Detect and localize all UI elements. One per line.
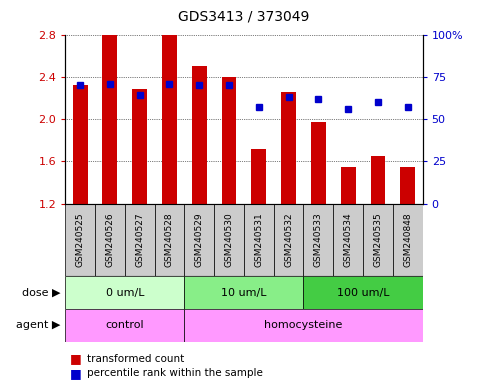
Bar — [132, 89, 147, 204]
Text: GSM240533: GSM240533 — [314, 213, 323, 267]
Bar — [333, 204, 363, 276]
Text: GSM240532: GSM240532 — [284, 213, 293, 267]
Bar — [393, 204, 423, 276]
Bar — [155, 204, 185, 276]
Bar — [65, 309, 185, 342]
Text: GSM240529: GSM240529 — [195, 213, 204, 267]
Text: GSM240526: GSM240526 — [105, 213, 114, 267]
Bar — [95, 204, 125, 276]
Bar — [222, 77, 237, 204]
Text: GSM240530: GSM240530 — [225, 213, 233, 267]
Text: homocysteine: homocysteine — [264, 320, 342, 331]
Text: dose ▶: dose ▶ — [22, 288, 60, 298]
Bar — [281, 92, 296, 204]
Bar — [363, 204, 393, 276]
Text: agent ▶: agent ▶ — [16, 320, 60, 331]
Bar — [214, 204, 244, 276]
Bar — [192, 66, 207, 204]
Text: GSM240534: GSM240534 — [344, 213, 353, 267]
Text: GSM240535: GSM240535 — [373, 213, 383, 267]
Text: percentile rank within the sample: percentile rank within the sample — [87, 368, 263, 378]
Text: GSM240531: GSM240531 — [255, 213, 263, 267]
Bar — [341, 167, 355, 204]
Bar — [244, 204, 274, 276]
Bar — [185, 276, 303, 309]
Text: GSM240848: GSM240848 — [403, 213, 412, 267]
Bar — [102, 35, 117, 204]
Text: transformed count: transformed count — [87, 354, 184, 364]
Bar — [162, 35, 177, 204]
Bar — [185, 309, 423, 342]
Bar — [303, 204, 333, 276]
Bar — [251, 149, 266, 204]
Text: GDS3413 / 373049: GDS3413 / 373049 — [178, 9, 310, 23]
Bar — [65, 204, 95, 276]
Text: GSM240528: GSM240528 — [165, 213, 174, 267]
Text: ■: ■ — [70, 367, 82, 380]
Text: GSM240527: GSM240527 — [135, 213, 144, 267]
Text: GSM240525: GSM240525 — [76, 213, 85, 267]
Bar — [185, 204, 214, 276]
Text: 10 um/L: 10 um/L — [221, 288, 267, 298]
Bar — [65, 276, 185, 309]
Text: control: control — [105, 320, 144, 331]
Bar — [72, 85, 87, 204]
Bar — [400, 167, 415, 204]
Bar — [311, 122, 326, 204]
Bar — [370, 156, 385, 204]
Text: 100 um/L: 100 um/L — [337, 288, 389, 298]
Bar — [125, 204, 155, 276]
Bar — [274, 204, 303, 276]
Text: 0 um/L: 0 um/L — [105, 288, 144, 298]
Text: ■: ■ — [70, 353, 82, 366]
Bar — [303, 276, 423, 309]
